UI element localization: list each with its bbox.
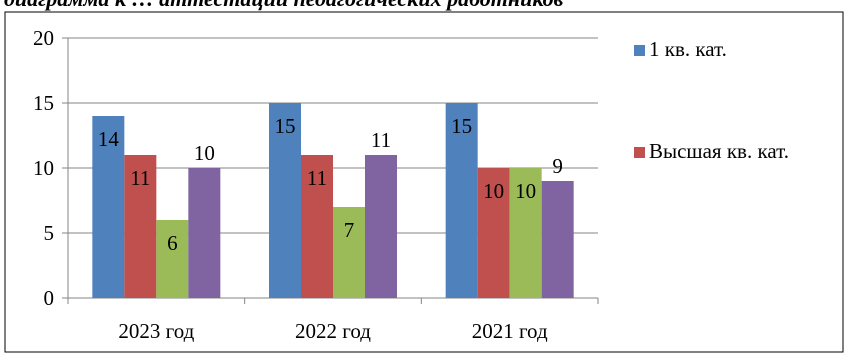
legend-label: Высшая кв. кат. <box>649 139 789 163</box>
data-label: 6 <box>167 231 178 255</box>
bar <box>301 155 333 298</box>
data-label: 15 <box>451 114 472 138</box>
y-tick-label: 10 <box>33 156 54 180</box>
data-label: 11 <box>130 166 150 190</box>
data-label: 10 <box>515 179 536 203</box>
data-label: 7 <box>344 218 355 242</box>
y-tick-label: 20 <box>33 26 54 50</box>
x-category-label: 2023 год <box>118 319 194 343</box>
bar <box>188 168 221 298</box>
bar <box>509 168 542 298</box>
bars <box>92 103 574 298</box>
data-label: 11 <box>307 166 327 190</box>
legend: 1 кв. кат. Высшая кв. кат. <box>634 37 789 163</box>
bar <box>477 168 510 298</box>
data-label: 15 <box>275 114 296 138</box>
bar <box>333 207 365 298</box>
chart-border <box>4 11 844 353</box>
x-category-label: 2022 год <box>295 319 371 343</box>
legend-label: 1 кв. кат. <box>649 37 727 61</box>
bar <box>156 220 189 298</box>
legend-swatch <box>634 147 645 158</box>
y-tick-label: 15 <box>33 91 54 115</box>
data-label: 9 <box>552 154 563 178</box>
bar <box>445 103 478 298</box>
y-tick-label: 0 <box>44 286 55 310</box>
data-label: 10 <box>483 179 504 203</box>
data-labels: 14 11 6 10 15 11 7 11 15 10 10 9 <box>98 114 563 255</box>
legend-swatch <box>634 45 645 56</box>
bar <box>269 103 301 298</box>
bar <box>92 116 125 298</box>
y-tick-label: 5 <box>44 221 55 245</box>
bar <box>541 181 574 298</box>
data-label: 10 <box>194 141 215 165</box>
chart-title: диаграмма к … аттестации педагогических … <box>4 0 564 11</box>
data-label: 14 <box>98 127 120 151</box>
data-label: 11 <box>371 128 391 152</box>
bar <box>124 155 157 298</box>
bar <box>365 155 397 298</box>
x-category-label: 2021 год <box>472 319 548 343</box>
